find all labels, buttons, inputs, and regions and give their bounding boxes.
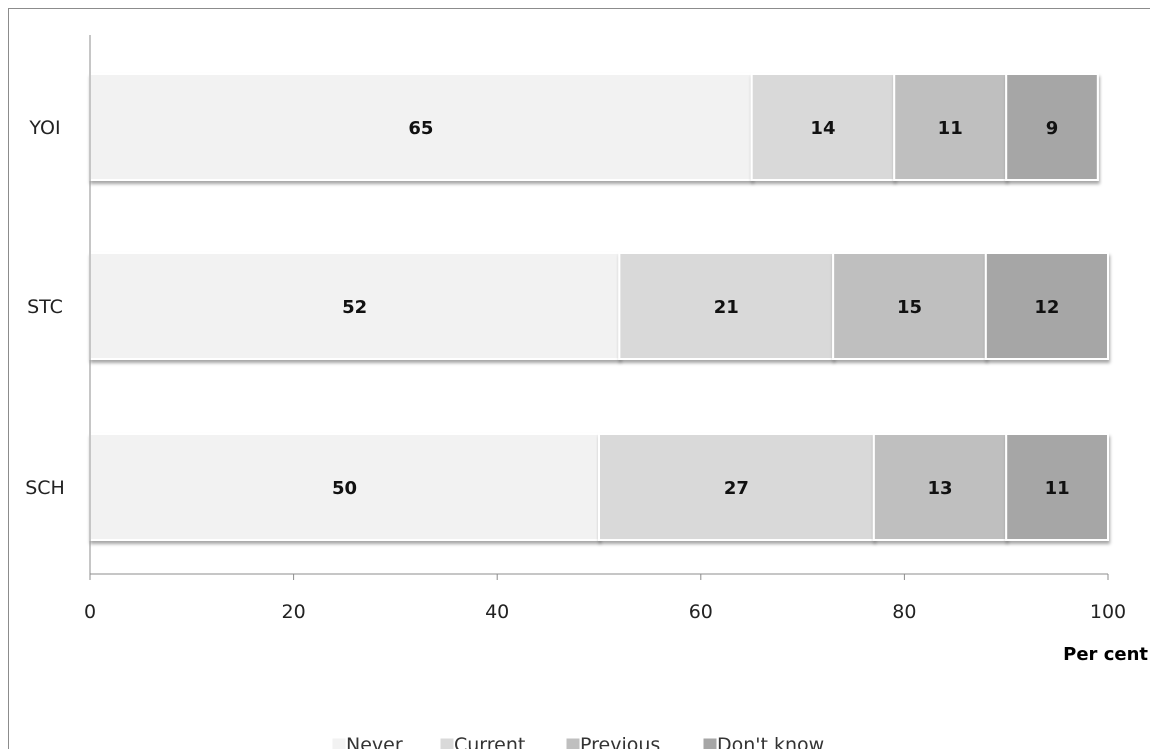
labels-layer: YOI 65 14 11 9 STC 52 21 15 12 SCH 50 27 13 11: [25, 117, 1069, 499]
data-label: 52: [342, 297, 367, 318]
category-label-sch: SCH: [25, 477, 65, 499]
legend-swatch: [439, 737, 455, 749]
x-tick-label: 80: [892, 601, 916, 623]
data-label: 9: [1046, 118, 1059, 139]
bar-segment: [618, 252, 835, 360]
data-label: 13: [927, 478, 952, 499]
data-label: 11: [938, 118, 963, 139]
data-label: 65: [408, 118, 433, 139]
x-axis-title: Per cent: [1063, 644, 1148, 665]
legend-swatch: [565, 737, 581, 749]
data-label: 11: [1045, 478, 1070, 499]
axis-layer: 0 20 40 60 80 100: [84, 35, 1126, 623]
data-label: 27: [724, 478, 749, 499]
data-label: 15: [897, 297, 922, 318]
legend-swatch: [331, 737, 347, 749]
x-tick-label: 60: [689, 601, 713, 623]
legend: Never Current Previous Don't know: [331, 734, 824, 749]
bar-segment: [984, 252, 1110, 360]
bar-segment: [598, 433, 875, 541]
category-label-stc: STC: [27, 296, 63, 318]
bar-segment: [1005, 73, 1099, 181]
bar-segment: [832, 252, 987, 360]
category-label-yoi: YOI: [28, 117, 60, 139]
bar-segment: [750, 73, 896, 181]
data-label: 14: [810, 118, 835, 139]
bars-layer: [89, 73, 1110, 541]
bar-segment: [89, 252, 621, 360]
data-label: 12: [1034, 297, 1059, 318]
data-label: 50: [332, 478, 357, 499]
bar-segment: [893, 73, 1008, 181]
x-tick-label: 40: [485, 601, 509, 623]
legend-label: Current: [454, 734, 525, 749]
chart-frame: [8, 8, 1150, 749]
legend-swatch: [702, 737, 718, 749]
bar-segment: [89, 73, 753, 181]
data-label: 21: [714, 297, 739, 318]
x-tick-label: 20: [282, 601, 306, 623]
legend-label: Previous: [580, 734, 660, 749]
legend-label: Don't know: [717, 734, 824, 749]
legend-label: Never: [346, 734, 403, 749]
x-tick-label: 0: [84, 601, 96, 623]
x-tick-label: 100: [1090, 601, 1126, 623]
bar-segment: [1005, 433, 1110, 541]
